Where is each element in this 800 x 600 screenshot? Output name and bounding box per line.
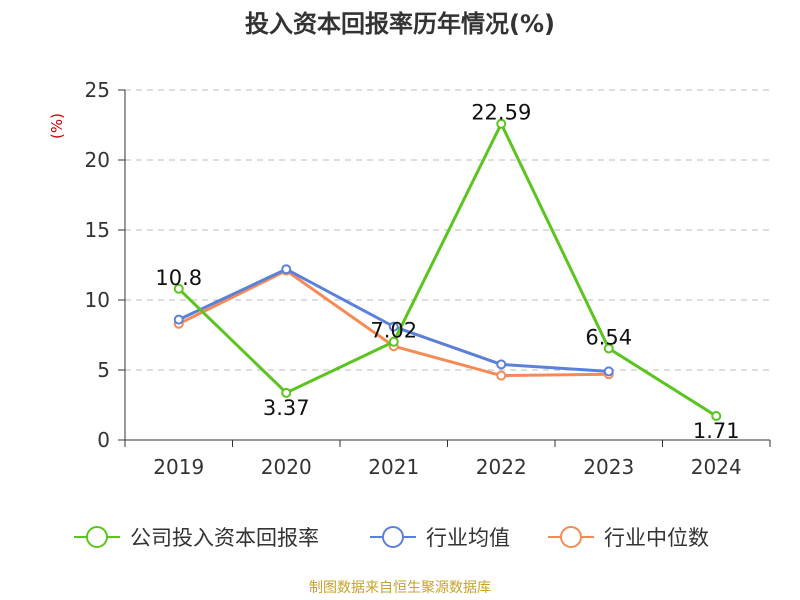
data-point xyxy=(496,118,507,129)
data-label: 6.54 xyxy=(585,325,632,349)
x-tick-label: 2023 xyxy=(583,455,634,479)
legend-label: 行业中位数 xyxy=(604,526,709,550)
data-point xyxy=(603,343,614,354)
y-tick-label: 10 xyxy=(85,288,110,312)
data-label: 10.8 xyxy=(155,266,202,290)
y-tick-label: 25 xyxy=(85,78,110,102)
data-point xyxy=(281,387,292,398)
y-tick-label: 15 xyxy=(85,218,110,242)
legend-marker xyxy=(382,526,404,548)
x-tick-label: 2022 xyxy=(476,455,527,479)
data-point xyxy=(496,359,507,370)
y-tick-label: 20 xyxy=(85,148,110,172)
data-point xyxy=(711,411,722,422)
x-tick-label: 2021 xyxy=(368,455,419,479)
x-tick-label: 2019 xyxy=(153,455,204,479)
data-point xyxy=(496,370,507,381)
data-label: 1.71 xyxy=(693,419,740,443)
data-point xyxy=(281,264,292,275)
legend-marker xyxy=(560,526,582,548)
y-tick-label: 0 xyxy=(97,428,110,452)
legend-marker xyxy=(86,526,108,548)
data-label: 7.02 xyxy=(370,319,417,343)
data-point xyxy=(388,321,399,332)
data-point xyxy=(173,314,184,325)
x-tick-label: 2020 xyxy=(261,455,312,479)
chart-title: 投入资本回报率历年情况(%) xyxy=(245,10,555,38)
x-tick-label: 2024 xyxy=(691,455,742,479)
data-point xyxy=(173,283,184,294)
data-point xyxy=(603,366,614,377)
data-point xyxy=(388,336,399,347)
data-label: 3.37 xyxy=(263,396,310,420)
y-tick-label: 5 xyxy=(97,358,110,382)
y-axis-label: (%) xyxy=(48,113,66,139)
series-line xyxy=(177,122,718,418)
legend-label: 行业均值 xyxy=(426,526,510,550)
data-label: 22.59 xyxy=(471,101,531,125)
legend-label: 公司投入资本回报率 xyxy=(130,526,319,550)
source-note: 制图数据来自恒生聚源数据库 xyxy=(309,580,491,596)
